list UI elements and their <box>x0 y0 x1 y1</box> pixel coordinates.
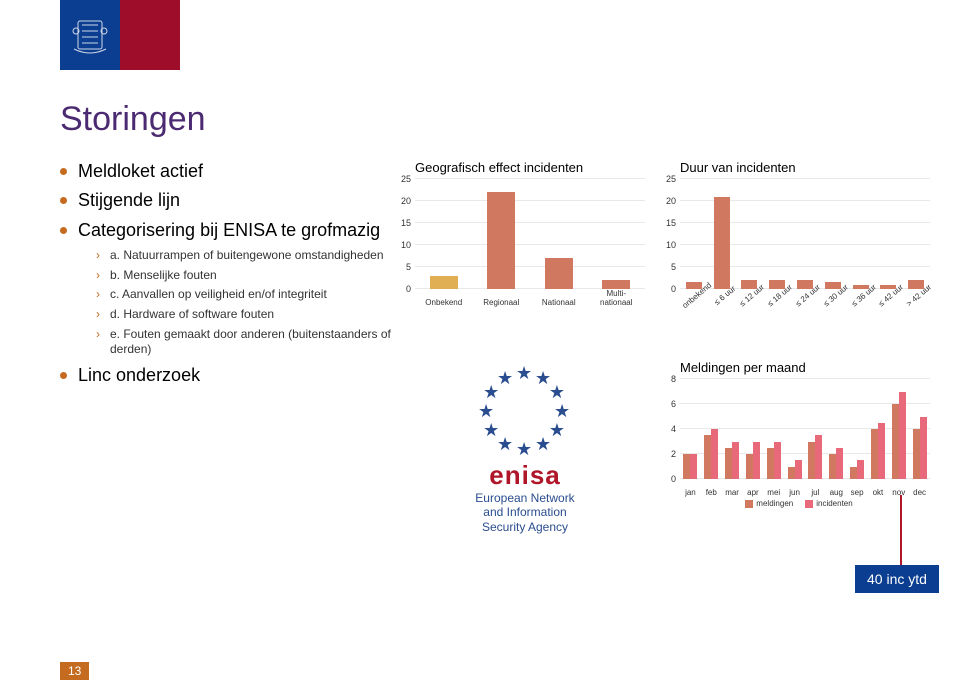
enisa-tagline: European Network <box>415 491 635 505</box>
chart-monthly: Meldingen per maand 02468janfebmaraprmei… <box>680 360 930 508</box>
chart-plot: 02468janfebmaraprmeijunjulaugsepoktnovde… <box>680 379 930 479</box>
chart-title: Geografisch effect incidenten <box>415 160 645 175</box>
chart-duration: Duur van incidenten 0510152025onbekend≤ … <box>680 160 930 289</box>
chart-geographic: Geografisch effect incidenten 0510152025… <box>415 160 645 289</box>
sub-item: a. Natuurrampen of buitengewone omstandi… <box>96 248 400 264</box>
star-ring: ★★★★★★★★★★★★ <box>475 360 575 460</box>
chart-legend: meldingenincidenten <box>680 499 930 508</box>
bullet-item: Stijgende lijn <box>60 189 400 212</box>
badge-incidents-ytd: 40 inc ytd <box>855 565 939 593</box>
enisa-tagline: Security Agency <box>415 520 635 534</box>
crest-logo <box>60 0 120 70</box>
callout-line <box>900 495 902 565</box>
enisa-name: enisa <box>415 460 635 491</box>
page-number: 13 <box>60 662 89 680</box>
sub-item: b. Menselijke fouten <box>96 268 400 284</box>
bullet-item: Categorisering bij ENISA te grofmazig a.… <box>60 219 400 358</box>
bullet-item: Linc onderzoek <box>60 364 400 387</box>
sub-item: c. Aanvallen op veiligheid en/of integri… <box>96 287 400 303</box>
bullet-list: Meldloket actief Stijgende lijn Categori… <box>60 160 400 393</box>
sub-list: a. Natuurrampen of buitengewone omstandi… <box>96 248 400 358</box>
bullet-item: Meldloket actief <box>60 160 400 183</box>
chart-plot: 0510152025onbekend≤ 6 uur≤ 12 uur≤ 18 uu… <box>680 179 930 289</box>
chart-title: Duur van incidenten <box>680 160 930 175</box>
enisa-logo: ★★★★★★★★★★★★ enisa European Network and … <box>415 360 635 534</box>
ribbon <box>120 0 180 70</box>
sub-item: e. Fouten gemaakt door anderen (buitenst… <box>96 327 400 358</box>
chart-title: Meldingen per maand <box>680 360 930 375</box>
bullet-text: Categorisering bij ENISA te grofmazig <box>78 220 380 240</box>
enisa-tagline: and Information <box>415 505 635 519</box>
chart-plot: 0510152025OnbekendRegionaalNationaalMult… <box>415 179 645 289</box>
sub-item: d. Hardware of software fouten <box>96 307 400 323</box>
page-title: Storingen <box>60 100 206 139</box>
